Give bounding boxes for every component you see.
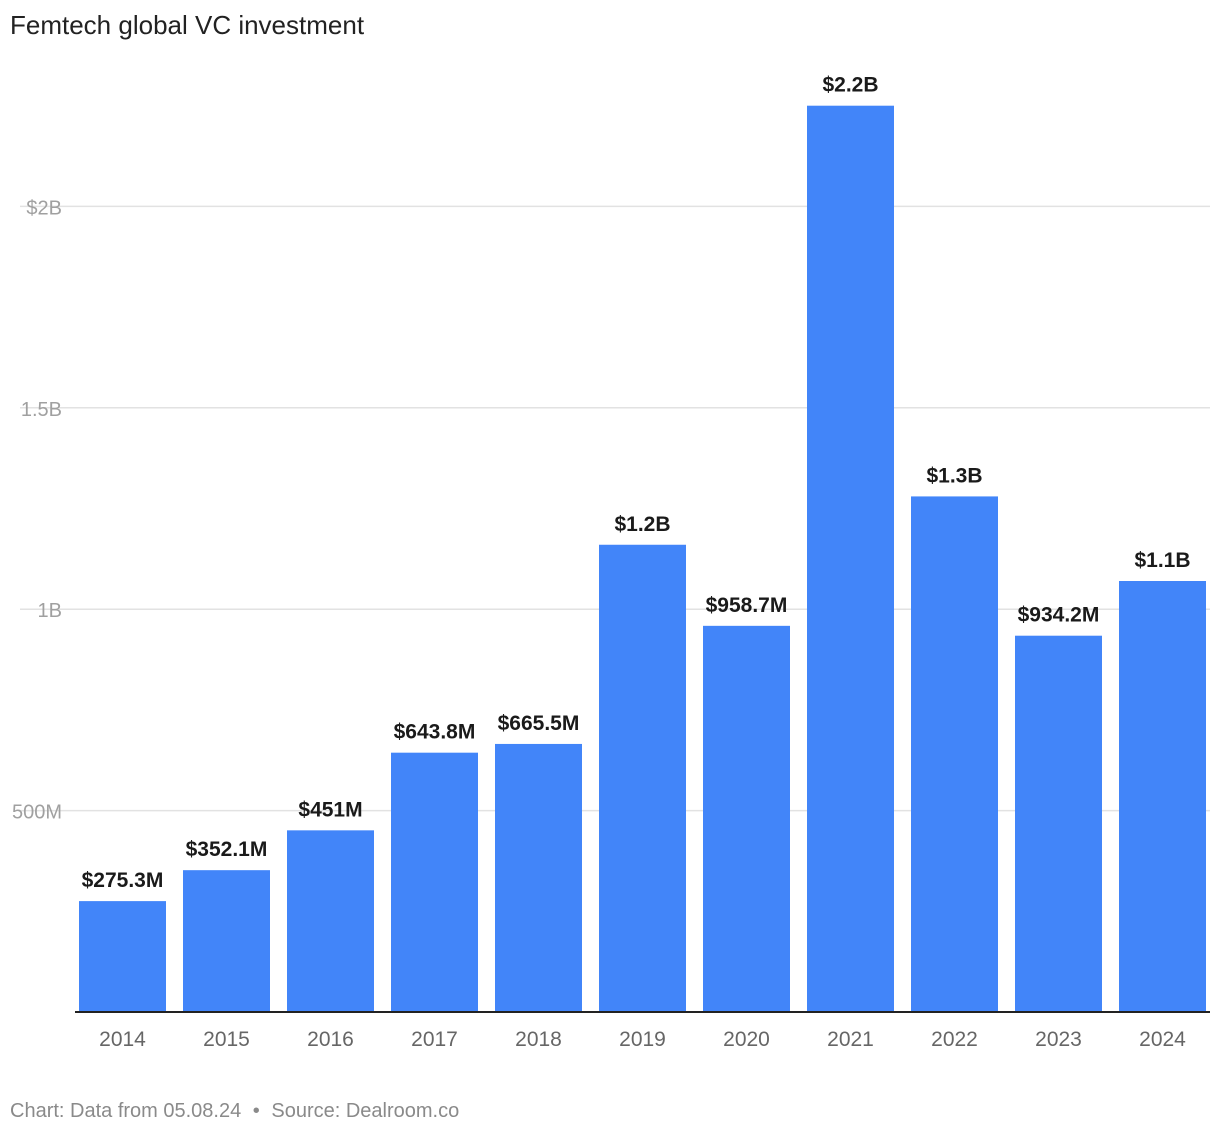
- source-note: Source: Dealroom.co: [271, 1100, 460, 1122]
- x-tick-label-2024: 2024: [1139, 1028, 1186, 1051]
- bar-2021: [807, 105, 894, 1012]
- x-tick-label-2023: 2023: [1035, 1028, 1082, 1051]
- bar-2020: [703, 625, 790, 1012]
- x-tick-label-2022: 2022: [931, 1028, 978, 1051]
- y-tick-label: $2B: [26, 197, 62, 219]
- chart-note: Chart: Data from 05.08.24: [10, 1100, 242, 1122]
- data-label-2017: $643.8M: [394, 721, 476, 744]
- chart-title: Femtech global VC investment: [10, 10, 365, 40]
- data-label-2016: $451M: [298, 798, 362, 821]
- x-tick-label-2014: 2014: [99, 1028, 146, 1051]
- bar-2016: [287, 830, 374, 1012]
- bar-2022: [911, 496, 998, 1012]
- bar-2018: [495, 743, 582, 1012]
- data-label-2021: $2.2B: [822, 74, 878, 97]
- y-tick-label: 500M: [12, 802, 62, 824]
- bar-2015: [183, 870, 270, 1012]
- footer-separator: •: [252, 1100, 260, 1122]
- x-tick-label-2015: 2015: [203, 1028, 250, 1051]
- y-tick-label: 1.5B: [21, 399, 62, 421]
- data-label-2014: $275.3M: [82, 869, 164, 892]
- data-labels: $275.3M $352.1M $451M $643.8M $665.5M $1.2B $9…: [82, 74, 1191, 892]
- x-axis-tick-labels: 2014 2015 2016 2017 2018 2019 2020 2021 2022 2023…: [99, 1028, 1186, 1051]
- data-label-2023: $934.2M: [1018, 604, 1100, 627]
- x-tick-label-2019: 2019: [619, 1028, 666, 1051]
- data-label-2022: $1.3B: [926, 464, 982, 487]
- x-tick-label-2021: 2021: [827, 1028, 874, 1051]
- data-label-2015: $352.1M: [186, 838, 268, 861]
- x-tick-label-2017: 2017: [411, 1028, 458, 1051]
- bar-2017: [391, 752, 478, 1012]
- x-tick-label-2016: 2016: [307, 1028, 354, 1051]
- x-tick-label-2018: 2018: [515, 1028, 562, 1051]
- data-label-2019: $1.2B: [614, 513, 670, 536]
- y-axis-tick-labels: 500M 1B 1.5B $2B: [12, 197, 62, 823]
- bar-2019: [599, 544, 686, 1012]
- chart-footer: Chart: Data from 05.08.24 • Source: Deal…: [10, 1100, 459, 1123]
- bar-2024: [1119, 581, 1206, 1012]
- data-label-2020: $958.7M: [706, 594, 788, 617]
- bar-2023: [1015, 635, 1102, 1012]
- data-label-2018: $665.5M: [498, 712, 580, 735]
- bars: [79, 105, 1206, 1012]
- x-tick-label-2020: 2020: [723, 1028, 770, 1051]
- data-label-2024: $1.1B: [1134, 549, 1190, 572]
- bar-2014: [79, 901, 166, 1012]
- y-tick-label: 1B: [38, 600, 62, 622]
